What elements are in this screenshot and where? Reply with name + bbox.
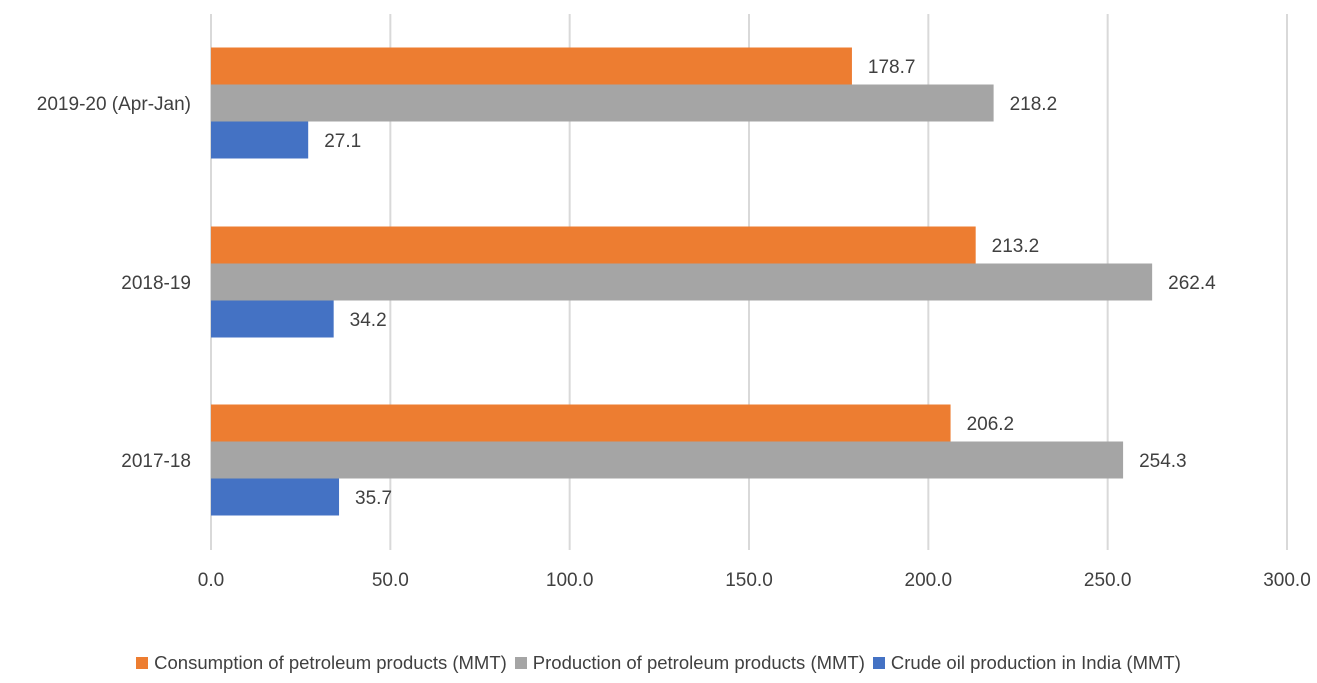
legend-swatch <box>872 657 885 669</box>
data-label: 34.2 <box>350 310 387 331</box>
bar <box>211 441 1124 479</box>
x-tick-label: 100.0 <box>546 570 594 591</box>
legend-item: Crude oil production in India (MMT) <box>872 652 1181 674</box>
data-label: 35.7 <box>355 488 392 509</box>
legend-item: Consumption of petroleum products (MMT) <box>136 652 507 674</box>
bar <box>211 121 309 159</box>
legend-swatch <box>514 657 527 669</box>
x-tick-label: 250.0 <box>1084 570 1132 591</box>
legend-swatch <box>136 657 149 669</box>
category-label: 2019-20 (Apr-Jan) <box>37 94 191 115</box>
data-label: 213.2 <box>992 236 1040 257</box>
bar <box>211 226 976 264</box>
data-label: 178.7 <box>868 57 916 78</box>
category-label: 2018-19 <box>121 273 191 294</box>
x-tick-label: 150.0 <box>725 570 773 591</box>
data-label: 27.1 <box>324 131 361 152</box>
data-label: 262.4 <box>1168 273 1216 294</box>
bar-chart: 0.0 50.0 100.0 150.0 200.0 250.0 300.0 2019-20 … <box>37 14 1311 591</box>
x-tick-label: 0.0 <box>198 570 224 591</box>
legend: Consumption of petroleum products (MMT) P… <box>0 652 1317 674</box>
legend-label: Crude oil production in India (MMT) <box>890 652 1181 673</box>
legend-label: Consumption of petroleum products (MMT) <box>154 652 507 673</box>
bar <box>211 404 951 442</box>
bar <box>211 263 1153 301</box>
x-tick-label: 50.0 <box>372 570 409 591</box>
category-label: 2017-18 <box>121 451 191 472</box>
bar <box>211 47 852 85</box>
data-label: 254.3 <box>1139 451 1187 472</box>
bar <box>211 300 334 338</box>
data-label: 218.2 <box>1010 94 1058 115</box>
data-label: 206.2 <box>967 414 1015 435</box>
legend-label: Production of petroleum products (MMT) <box>532 652 865 673</box>
bar <box>211 478 340 516</box>
legend-item: Production of petroleum products (MMT) <box>514 652 865 674</box>
x-tick-label: 300.0 <box>1263 570 1311 591</box>
x-tick-label: 200.0 <box>905 570 953 591</box>
bar <box>211 84 994 122</box>
